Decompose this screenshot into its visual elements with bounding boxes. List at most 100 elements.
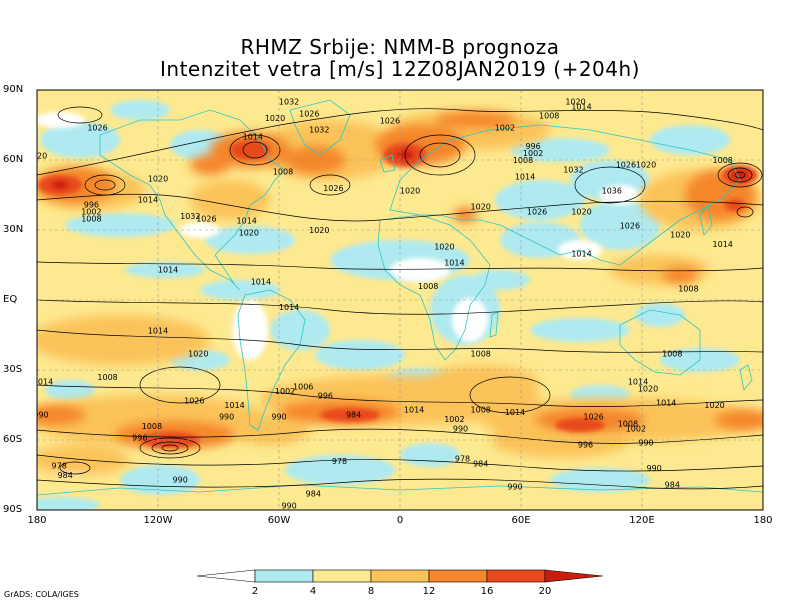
isobar-label: 1014	[571, 249, 591, 258]
graticule	[37, 90, 763, 510]
legend-swatch	[370, 569, 430, 583]
lon-label-120e: 120E	[629, 515, 655, 526]
isobar-label: 1014	[713, 240, 733, 249]
isobar-label: 1014	[656, 399, 676, 408]
lon-label-0: 0	[396, 515, 404, 526]
lat-label-90s: 90S	[3, 504, 23, 515]
isobar-label: 1020	[309, 226, 329, 235]
isobar-label: 1014	[505, 408, 525, 417]
isobar-label: 1014	[515, 172, 535, 181]
isobar-label: 978	[52, 462, 67, 471]
coastlines	[37, 99, 763, 496]
lat-label-30n: 30N	[3, 224, 24, 235]
isobar-label: 1002	[626, 424, 646, 433]
legend-label: 16	[480, 586, 494, 597]
isobar-label: 984	[346, 410, 361, 419]
isobar-label: 1002	[444, 415, 464, 424]
isobar-label: 990	[638, 438, 653, 447]
lon-label-120w: 120W	[143, 515, 173, 526]
lat-label-60s: 60S	[3, 434, 23, 445]
isobar-label: 1008	[471, 406, 491, 415]
isobar-label: 984	[58, 471, 73, 480]
isobar-label: 1008	[713, 156, 733, 165]
credit-text: GrADS: COLA/IGES	[4, 590, 79, 599]
legend-label: 2	[251, 586, 259, 597]
isobar-label: 1026	[380, 116, 400, 125]
isobar-label: 984	[665, 480, 680, 489]
legend-swatch	[486, 569, 546, 583]
isobar-label: 1026	[527, 207, 547, 216]
isobar-label: 1002	[523, 149, 543, 158]
isobars	[37, 106, 763, 490]
isobar-label: 1014	[571, 102, 591, 111]
isobar-label: 1020	[704, 401, 724, 410]
isobar-label: 1020	[400, 186, 420, 195]
isobar-label: 984	[306, 490, 321, 499]
isobar-label: 990	[271, 413, 286, 422]
isobar-label: 1026	[87, 123, 107, 132]
color-legend	[196, 569, 604, 583]
isobar-label: 1014	[148, 326, 168, 335]
isobar-label: 1014	[224, 401, 244, 410]
isobar-label: 1032	[563, 165, 583, 174]
lon-label-60w: 60W	[267, 515, 291, 526]
isobar-label: 990	[646, 464, 661, 473]
isobar-label: 990	[281, 501, 296, 510]
isobar-label: 1020	[188, 350, 208, 359]
isobar-label: 1008	[662, 350, 682, 359]
isobar-label: 1026	[620, 221, 640, 230]
isobar-label: 996	[578, 441, 593, 450]
isobar-label: 978	[455, 455, 470, 464]
lat-label-90n: 90N	[3, 84, 24, 95]
isobar-label: 1008	[273, 168, 293, 177]
isobar-label: 996	[132, 434, 147, 443]
isobar-label: 978	[332, 457, 347, 466]
legend-label: 8	[367, 586, 375, 597]
isobar-label: 990	[219, 413, 234, 422]
legend-swatch	[312, 569, 372, 583]
isobar-label: 996	[84, 200, 99, 209]
lon-label-180w: 180	[27, 515, 47, 526]
isobar-label: 1002	[275, 387, 295, 396]
legend-swatch	[254, 569, 314, 583]
moderate-wind-areas	[37, 110, 760, 475]
isobar-label: 1020	[565, 98, 585, 107]
isobar-label: 1020	[638, 385, 658, 394]
isobar-label: 1008	[418, 282, 438, 291]
lon-label-60e: 60E	[511, 515, 531, 526]
isobar-label: 1026	[616, 161, 636, 170]
isobar-label: 1020	[265, 114, 285, 123]
isobar-label: 1002	[495, 123, 515, 132]
isobar-label: 1014	[237, 217, 257, 226]
isobar-label: 1006	[293, 382, 313, 391]
isobar-label: 1014	[138, 196, 158, 205]
isobar-label: 1020	[636, 161, 656, 170]
isobar-label: 1026	[323, 184, 343, 193]
lat-label-60n: 60N	[3, 154, 24, 165]
isobar-label: 1008	[471, 350, 491, 359]
isobar-label: 990	[173, 476, 188, 485]
legend-label: 4	[309, 586, 317, 597]
isobar-label: 1020	[239, 228, 259, 237]
map-frame	[36, 89, 764, 511]
isobar-label: 990	[33, 410, 48, 419]
isobar-label: 1026	[184, 396, 204, 405]
isobar-label: 1014	[279, 303, 299, 312]
isobar-label: 1008	[618, 420, 638, 429]
legend-label: 12	[422, 586, 436, 597]
isobar-labels: 1032102010261032102610201014100810201014…	[27, 98, 733, 510]
isobar-label: 1020	[27, 151, 47, 160]
isobar-label: 990	[507, 483, 522, 492]
isobar-label: 1026	[196, 214, 216, 223]
isobar-label: 1014	[251, 277, 271, 286]
legend-label: 20	[538, 586, 552, 597]
isobar-label: 1014	[628, 378, 648, 387]
isobar-label: 1008	[539, 112, 559, 121]
lat-label-eq: EQ	[3, 294, 18, 305]
isobar-label: 1014	[444, 259, 464, 268]
isobar-label: 1008	[142, 422, 162, 431]
isobar-label: 1014	[404, 406, 424, 415]
isobar-label: 1026	[583, 413, 603, 422]
isobar-label: 1014	[33, 378, 53, 387]
